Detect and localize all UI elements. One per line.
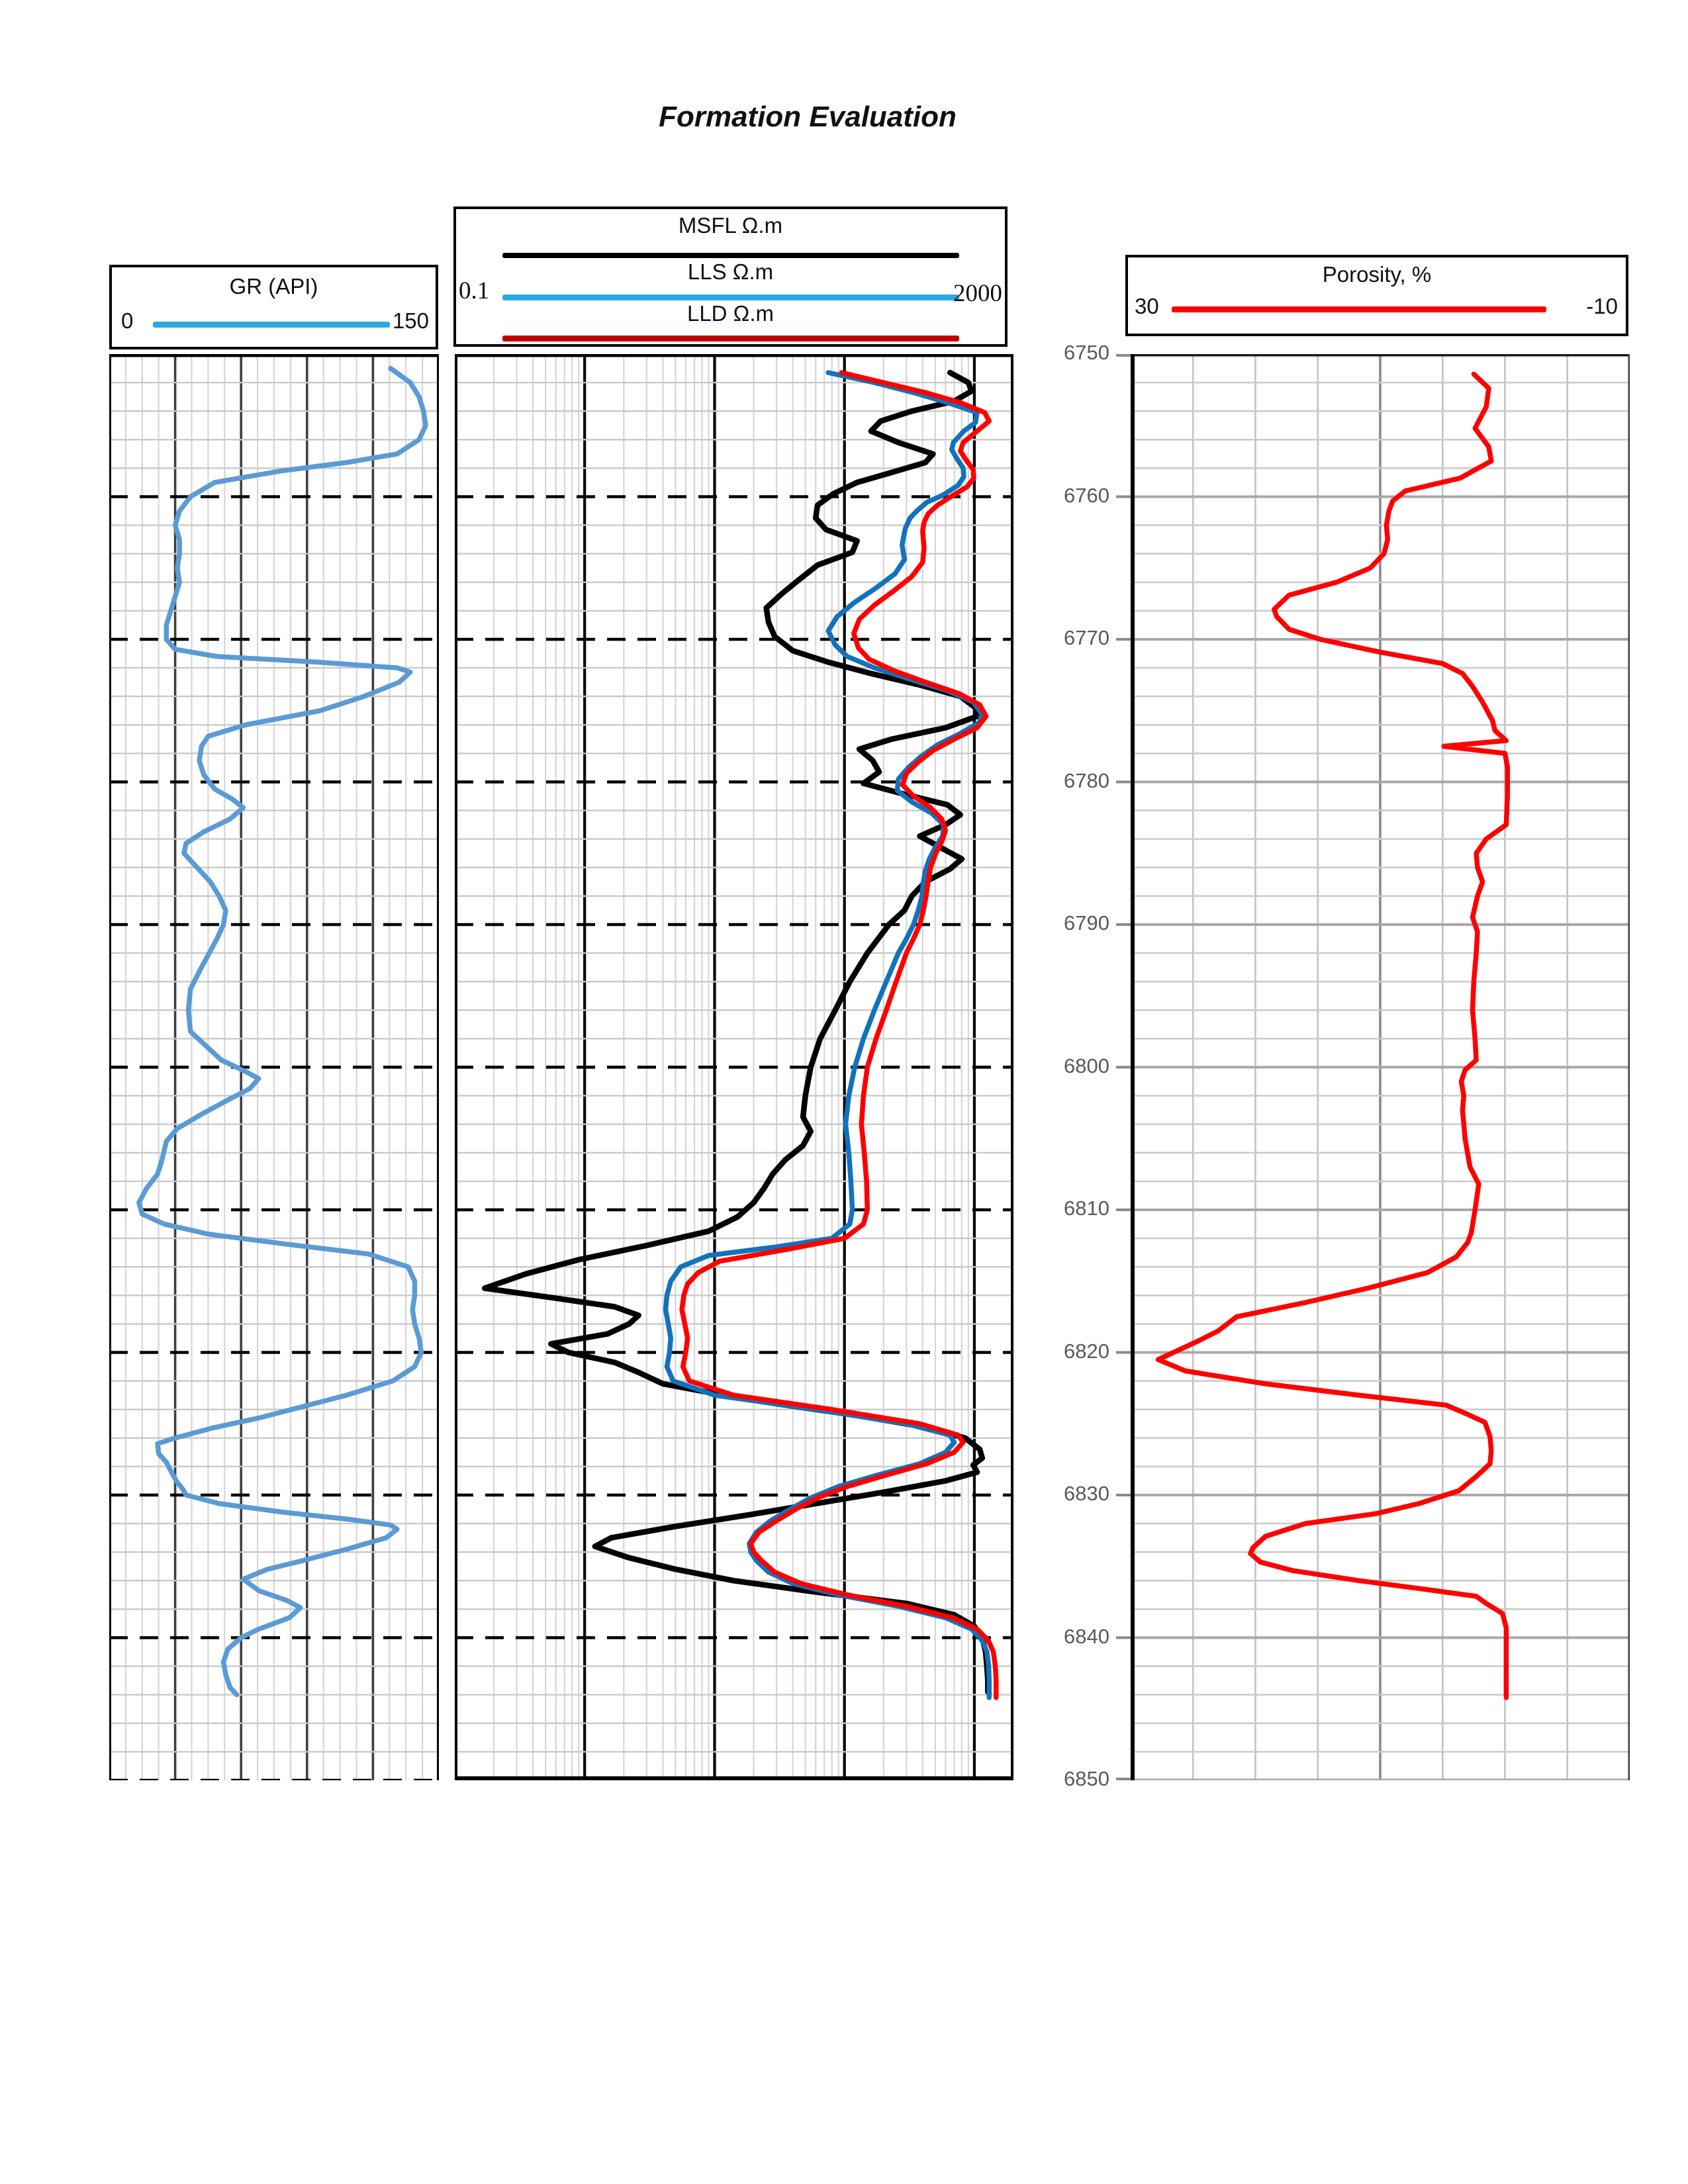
porosity-legend-title: Porosity, % [1322,262,1432,287]
lld-legend-line-swatch [502,336,959,341]
lls-legend-line-swatch [502,295,959,300]
depth-label: 6810 [1064,1197,1109,1220]
gr-track-plot [109,354,439,1780]
gr-legend-line-swatch [153,322,390,328]
depth-label: 6770 [1064,626,1109,649]
porosity-legend-min: 30 [1135,294,1159,318]
depth-ticks [1116,354,1131,1780]
gr-legend-max: 150 [392,308,429,333]
resistivity-track-plot [455,354,1013,1780]
lld-legend-label: LLD Ω.m [686,301,774,326]
gr-legend-title: GR (API) [229,274,318,298]
gr-track [109,354,439,1780]
msfl-legend-label: MSFL Ω.m [678,213,783,238]
depth-label: 6780 [1064,768,1109,792]
depth-label: 6830 [1064,1482,1109,1505]
gr-legend-min: 0 [121,308,134,333]
depth-label: 6790 [1064,911,1109,934]
depth-label: 6750 [1064,341,1109,364]
depth-label: 6850 [1064,1767,1109,1790]
porosity-legend: Porosity, % 30 -10 [1125,255,1628,336]
msfl-legend-line-swatch [502,253,959,258]
depth-label: 6800 [1064,1054,1109,1077]
porosity-track [1131,354,1630,1780]
porosity-legend-line-swatch [1172,306,1546,312]
gr-legend: GR (API) 0 150 [109,265,438,349]
porosity-track-plot [1131,354,1630,1780]
porosity-legend-max: -10 [1586,294,1618,318]
resistivity-track [455,354,1013,1780]
depth-label: 6820 [1064,1339,1109,1363]
lls-legend-label: LLS Ω.m [687,259,774,284]
depth-label: 6760 [1064,483,1109,507]
depth-label: 6840 [1064,1624,1109,1648]
resistivity-legend: MSFL Ω.m LLS Ω.m LLD Ω.m 0.1 2000 [453,206,1008,347]
resistivity-axis-min: 0.1 [459,277,490,304]
page-title: Formation Evaluation [659,101,957,133]
resistivity-axis-max: 2000 [953,280,1002,307]
depth-tick-strip [1116,354,1131,1780]
